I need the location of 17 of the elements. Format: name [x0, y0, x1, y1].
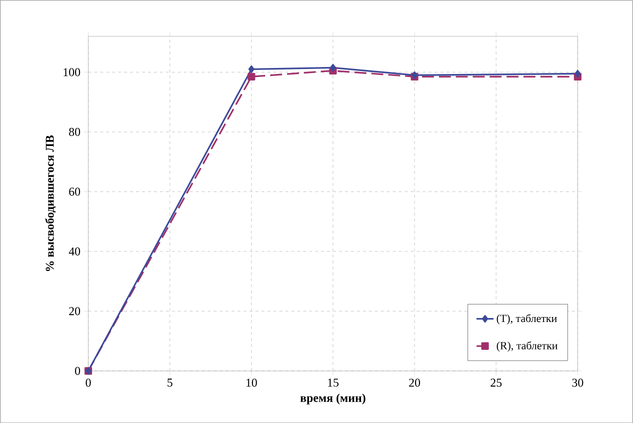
x-tick-label: 25 [490, 378, 502, 387]
y-tick-label: 100 [64, 68, 80, 76]
y-tick-label: 60 [69, 188, 80, 196]
x-tick-label: 20 [409, 378, 420, 387]
x-tick-label: 10 [246, 378, 257, 387]
legend-label: (T), таблетки [496, 314, 557, 324]
legend-label: (R), таблетки [496, 341, 558, 352]
x-tick-label: 15 [328, 378, 338, 387]
x-tick-label: 30 [572, 378, 584, 387]
y-tick-label: 80 [69, 128, 80, 136]
x-axis-title: время (мин) [300, 393, 366, 404]
y-axis-title: % высвободившегося ЛВ [45, 135, 56, 271]
x-tick-label: 0 [86, 378, 91, 387]
x-tick-label: 5 [168, 378, 172, 386]
y-tick-label: 20 [69, 307, 80, 316]
y-tick-label: 40 [68, 247, 80, 256]
y-tick-label: 0 [75, 366, 80, 375]
